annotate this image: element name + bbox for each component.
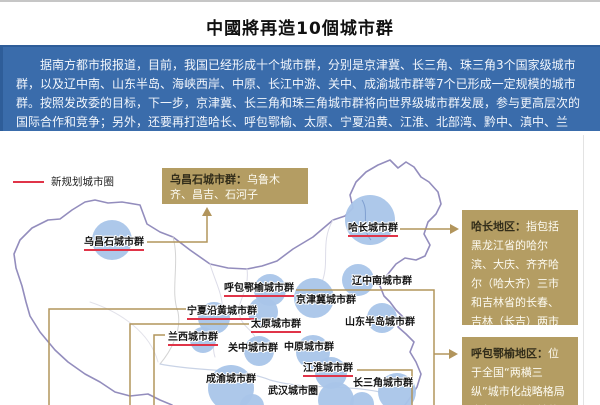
callout-heading: 乌昌石城市群：: [170, 173, 247, 186]
connector-wuchangshi: [147, 214, 208, 243]
cluster-circle-taiyuan: [248, 297, 278, 327]
cluster-circle-jingjinji: [294, 278, 334, 318]
legend-label: 新规划城市圈: [51, 176, 114, 188]
callout-body: 位于全国“两横三纵”城市化战略格局中包昆通道纵轴的北端，包括内蒙: [471, 347, 565, 405]
page-title: 中國將再造10個城市群: [206, 19, 394, 39]
cluster-circle-shandongbandao: [367, 303, 397, 333]
connector-taiyuan: [129, 323, 249, 405]
connector-lanxi: [153, 334, 165, 405]
cluster-circle-lanxi: [190, 327, 216, 353]
cluster-circle-chengyu: [208, 365, 254, 405]
arrowhead-right-icon: [449, 349, 458, 359]
cluster-circle-guanzhong: [244, 336, 274, 366]
cluster-circle-jianghuai: [315, 357, 347, 389]
arrowhead-right-icon: [450, 224, 459, 234]
connector-jianghuai: [357, 369, 413, 405]
cluster-circle-wuhan: [318, 382, 354, 405]
cluster-circle-cluster-partial-south: [240, 394, 264, 405]
callout-hubaoeyu: 呼包鄂榆地区：位于全国“两横三纵”城市化战略格局中包昆通道纵轴的北端，包括内蒙: [462, 337, 578, 405]
cluster-circle-changsanjiao: [378, 373, 416, 405]
map-outline: [13, 159, 442, 405]
cluster-circle-liaozhongnan: [342, 264, 374, 296]
cluster-circle-cluster-partial-east: [350, 392, 374, 405]
legend: 新规划城市圈: [13, 174, 114, 189]
cluster-circle-wuchangshi: [92, 220, 132, 260]
callout-body: 乌鲁木齐、昌吉、石河子: [170, 173, 280, 201]
intro-paragraph: 据南方都市报报道，目前，我国已经形成十个城市群，分别是京津冀、长三角、珠三角3个…: [16, 58, 581, 129]
callout-heading: 呼包鄂榆地区：: [471, 347, 548, 360]
arrowhead-up-icon: [202, 207, 212, 216]
cluster-circles: [92, 195, 416, 405]
column-divider: [583, 135, 584, 405]
intro-panel: 据南方都市报报道，目前，我国已经形成十个城市群，分别是京津冀、长三角、珠三角3个…: [0, 45, 600, 131]
callout-hachang: 哈长地区：指包括黑龙江省的哈尔滨、大庆、齐齐哈尔（哈大齐）三市和吉林省的长春、吉…: [462, 210, 578, 325]
connector-hubaoeyu: [296, 289, 435, 405]
cluster-circle-hachang: [345, 195, 395, 245]
connector-ningxia: [48, 308, 186, 405]
callout-connectors: [48, 207, 459, 405]
header: 中國將再造10個城市群: [0, 2, 600, 45]
callout-heading: 哈长地区：: [471, 220, 526, 233]
callout-wuchangshi: 乌昌石城市群：乌鲁木齐、昌吉、石河子: [162, 168, 308, 204]
new-cluster-line-swatch: [13, 180, 44, 183]
callout-body: 指包括黑龙江省的哈尔滨、大庆、齐齐哈尔（哈大齐）三市和吉林省的长春、吉林（长吉）…: [471, 220, 559, 325]
